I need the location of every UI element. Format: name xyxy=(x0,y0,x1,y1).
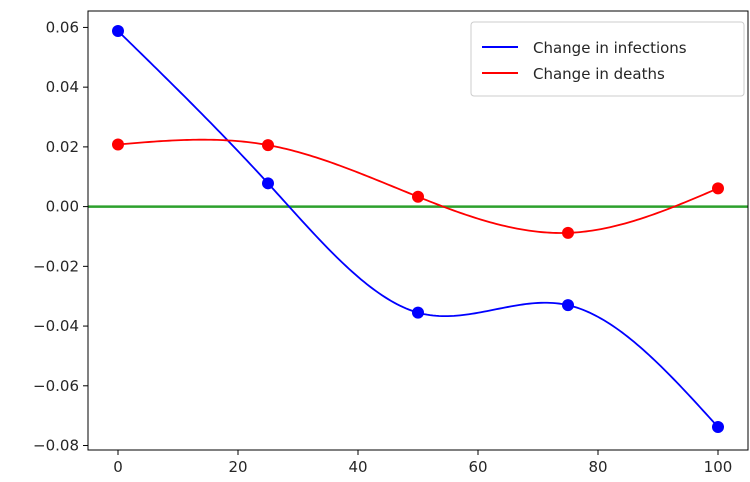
data-point-infections xyxy=(412,306,424,319)
data-point-infections xyxy=(112,25,124,38)
y-tick-label: −0.08 xyxy=(33,437,79,455)
x-tick-label: 80 xyxy=(588,458,607,476)
data-point-deaths xyxy=(262,139,274,152)
legend-label-infections: Change in infections xyxy=(533,39,687,57)
data-point-deaths xyxy=(412,190,424,203)
y-tick-label: 0.04 xyxy=(46,78,79,96)
plot-area xyxy=(87,10,749,451)
y-tick-label: 0.00 xyxy=(46,198,79,216)
x-tick-label: 40 xyxy=(348,458,367,476)
y-tick-label: −0.06 xyxy=(33,377,79,395)
data-point-infections xyxy=(562,299,574,312)
y-tick-label: 0.06 xyxy=(46,18,79,36)
y-axis: 0.06 0.04 0.02 0.00 −0.02 −0.04 −0.06 −0.08 xyxy=(33,18,88,455)
x-tick-label: 20 xyxy=(228,458,247,476)
legend-label-deaths: Change in deaths xyxy=(533,65,665,83)
x-axis: 0 20 40 60 80 100 xyxy=(113,450,732,476)
y-tick-label: 0.02 xyxy=(46,138,79,156)
data-point-deaths xyxy=(112,138,124,151)
data-point-deaths xyxy=(712,182,724,195)
legend: Change in infections Change in deaths xyxy=(470,21,745,97)
x-tick-label: 0 xyxy=(113,458,123,476)
x-tick-label: 60 xyxy=(468,458,487,476)
legend-frame xyxy=(470,21,745,97)
y-tick-label: −0.04 xyxy=(33,317,79,335)
x-tick-label: 100 xyxy=(704,458,733,476)
data-point-infections xyxy=(262,177,274,190)
y-tick-label: −0.02 xyxy=(33,257,79,275)
data-point-deaths xyxy=(562,226,574,239)
data-point-infections xyxy=(712,421,724,434)
plot-frame xyxy=(87,10,749,451)
